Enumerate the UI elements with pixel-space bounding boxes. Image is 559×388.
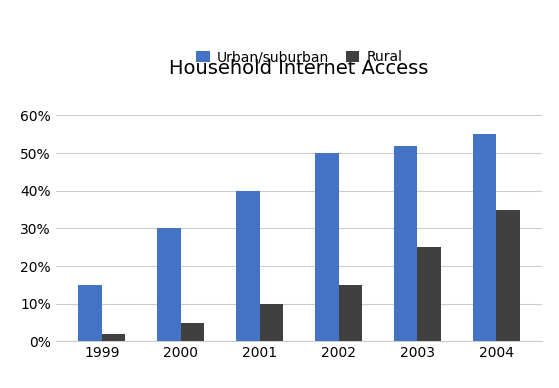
Bar bbox=[236, 191, 259, 341]
Bar bbox=[339, 285, 362, 341]
Bar bbox=[394, 146, 418, 341]
Bar bbox=[418, 247, 441, 341]
Bar bbox=[181, 322, 205, 341]
Bar bbox=[259, 304, 283, 341]
Bar bbox=[102, 334, 125, 341]
Bar bbox=[78, 285, 102, 341]
Bar bbox=[496, 210, 520, 341]
Bar bbox=[157, 229, 181, 341]
Title: Household Internet Access: Household Internet Access bbox=[169, 59, 429, 78]
Bar bbox=[473, 134, 496, 341]
Bar bbox=[315, 153, 339, 341]
Legend: Urban/suburban, Rural: Urban/suburban, Rural bbox=[192, 46, 406, 69]
